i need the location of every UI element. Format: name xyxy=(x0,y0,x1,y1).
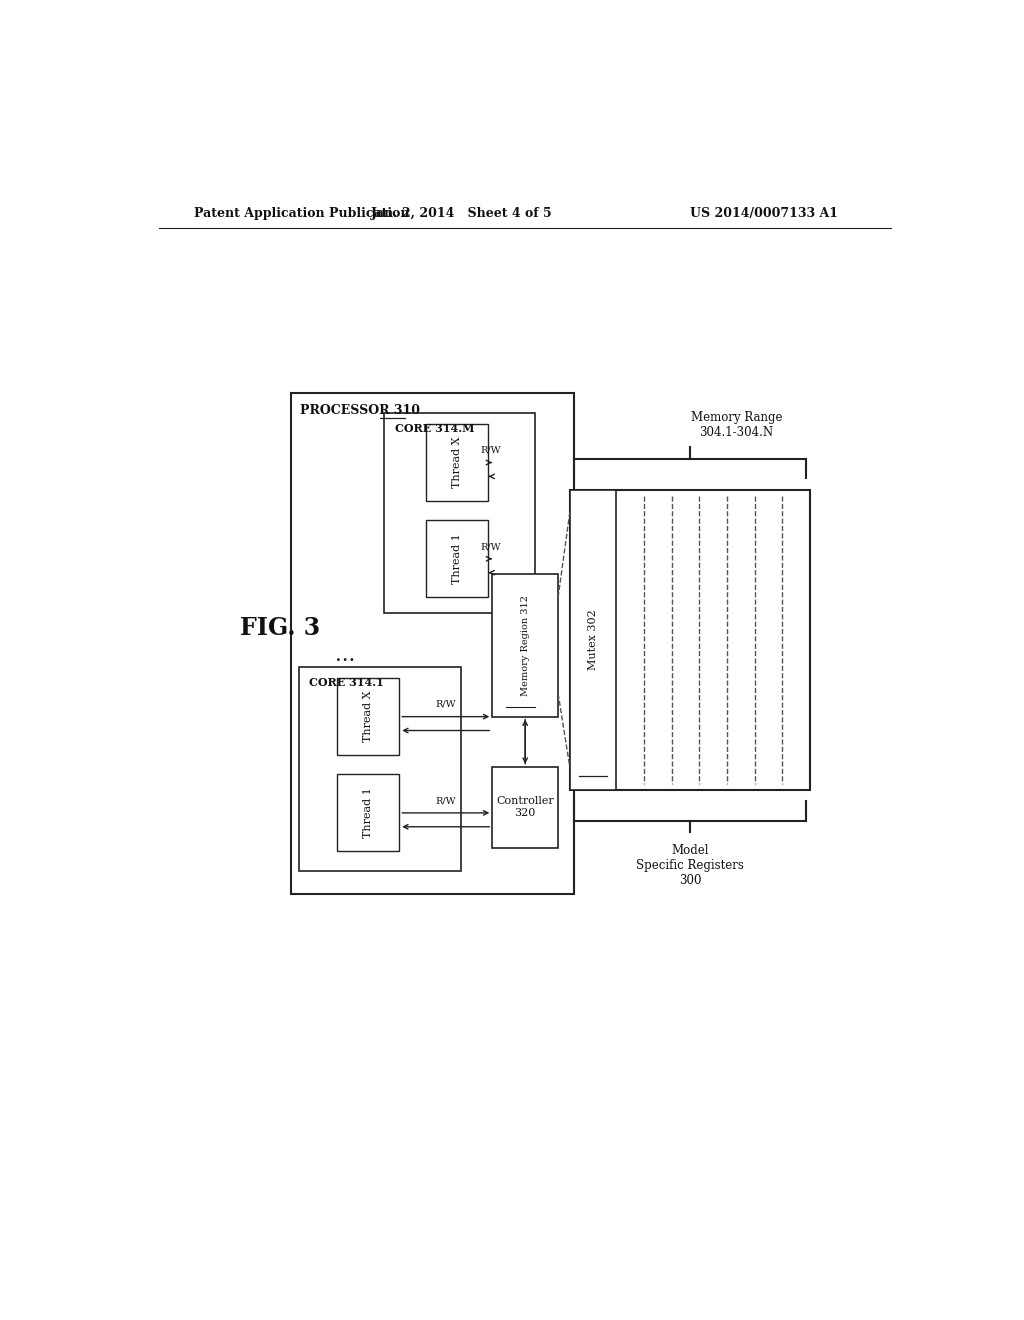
Text: Thread X: Thread X xyxy=(364,690,374,742)
Text: R/W: R/W xyxy=(435,796,456,805)
Bar xyxy=(493,574,558,717)
Bar xyxy=(384,412,535,612)
Text: Model
Specific Registers
300: Model Specific Registers 300 xyxy=(636,843,743,887)
Text: PROCESSOR 310: PROCESSOR 310 xyxy=(300,404,420,417)
Text: R/W: R/W xyxy=(435,700,456,709)
Bar xyxy=(291,393,573,894)
Text: Thread X: Thread X xyxy=(453,437,463,488)
Text: US 2014/0007133 A1: US 2014/0007133 A1 xyxy=(689,207,838,220)
Text: Controller
320: Controller 320 xyxy=(497,796,554,818)
Text: ...: ... xyxy=(335,645,355,664)
Text: CORE 314.1: CORE 314.1 xyxy=(309,677,384,689)
Text: Thread 1: Thread 1 xyxy=(364,788,374,838)
Bar xyxy=(337,775,399,851)
Text: Patent Application Publication: Patent Application Publication xyxy=(194,207,410,220)
Bar xyxy=(493,767,558,847)
Bar xyxy=(569,490,616,789)
Text: Thread 1: Thread 1 xyxy=(453,533,463,585)
Text: Jan. 2, 2014   Sheet 4 of 5: Jan. 2, 2014 Sheet 4 of 5 xyxy=(371,207,552,220)
Text: FIG. 3: FIG. 3 xyxy=(241,616,321,640)
Text: R/W: R/W xyxy=(480,446,501,455)
Text: R/W: R/W xyxy=(480,543,501,552)
Bar xyxy=(337,678,399,755)
Text: CORE 314.M: CORE 314.M xyxy=(394,424,474,434)
Bar xyxy=(569,490,810,789)
Bar xyxy=(426,424,488,502)
Text: Memory Region 312: Memory Region 312 xyxy=(520,595,529,696)
Text: Mutex 302: Mutex 302 xyxy=(588,610,598,671)
Bar xyxy=(299,667,461,871)
Bar xyxy=(426,520,488,597)
Text: Memory Range
304.1-304.N: Memory Range 304.1-304.N xyxy=(690,412,782,440)
